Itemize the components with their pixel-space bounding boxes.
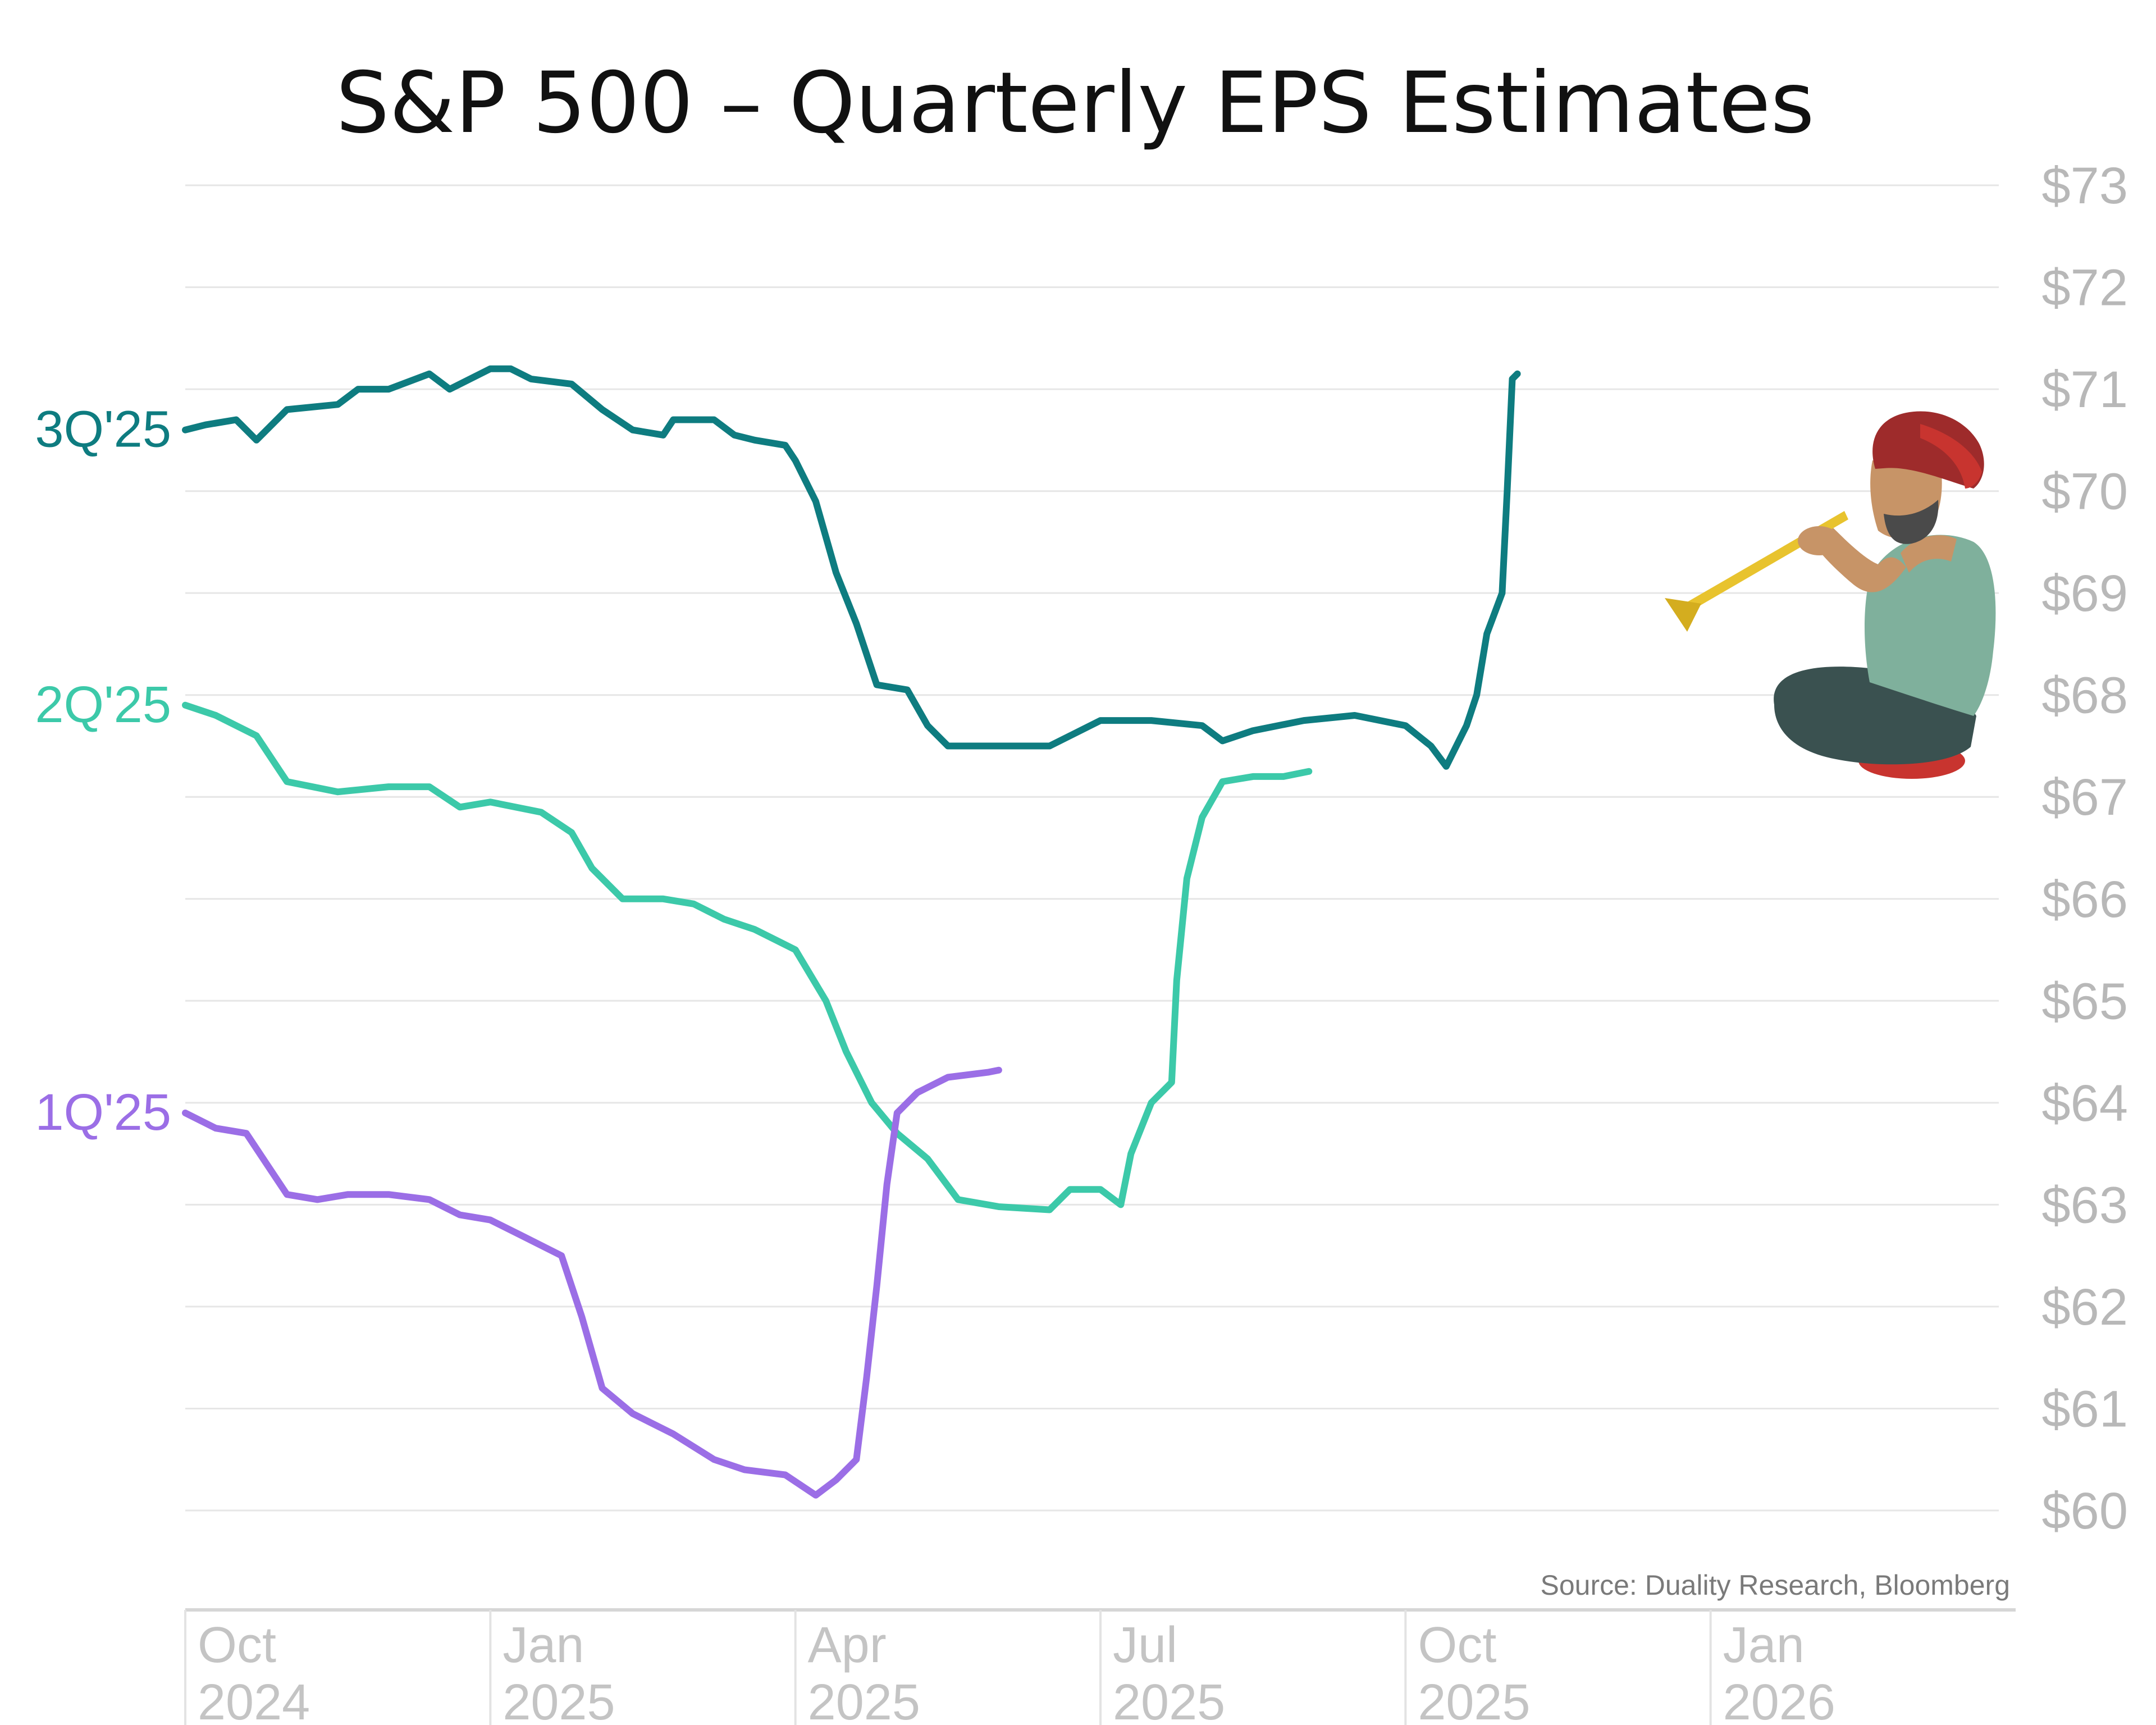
series-label-2: 2Q'25	[35, 676, 171, 733]
y-tick-label: $64	[2042, 1075, 2128, 1132]
x-tick-label-year: 2025	[808, 1674, 920, 1725]
flute-icon	[1684, 511, 1848, 612]
x-tick-label: Jul	[1113, 1617, 1177, 1673]
y-tick-label: $65	[2042, 973, 2128, 1030]
shoulder	[1901, 535, 1957, 573]
y-axis-tick-labels: $60 $61 $62 $63 $64 $65 $66 $67 $68 $69 $70 $71 $72 $…	[2042, 157, 2128, 1540]
flute-player-illustration	[1665, 411, 1996, 779]
y-tick-label: $73	[2042, 157, 2128, 215]
y-tick-label: $72	[2042, 259, 2128, 317]
x-tick-label: Apr	[808, 1617, 887, 1673]
series-line-3	[182, 1066, 1002, 1499]
x-tick-label-year: 2025	[503, 1674, 615, 1725]
series-labels: 3Q'25 2Q'25 1Q'25	[35, 401, 171, 1141]
turban	[1872, 411, 1984, 489]
y-tick-label: $60	[2042, 1482, 2128, 1540]
hand	[1798, 526, 1840, 555]
x-tick-label: Jan	[1723, 1617, 1805, 1673]
x-tick-label-year: 2025	[1113, 1674, 1225, 1725]
turban-band	[1920, 424, 1982, 489]
y-tick-label: $62	[2042, 1279, 2128, 1336]
series-line-2	[182, 701, 1313, 1213]
x-tick-label-year: 2025	[1418, 1674, 1530, 1725]
y-tick-label: $66	[2042, 871, 2128, 928]
chart-title: S&P 500 – Quarterly EPS Estimates	[336, 54, 1814, 152]
series-label-3: 1Q'25	[35, 1084, 171, 1141]
x-tick-label-year: 2026	[1723, 1674, 1835, 1725]
x-tick-label-year: 2024	[198, 1674, 310, 1725]
beard	[1884, 500, 1939, 544]
x-tick-label: Jan	[503, 1617, 584, 1673]
x-axis-ticks: Oct2024Jan2025Apr2025Jul2025Oct2025Jan20…	[184, 1610, 1835, 1725]
y-tick-label: $63	[2042, 1176, 2128, 1234]
y-tick-label: $68	[2042, 667, 2128, 724]
series-label-1: 3Q'25	[35, 401, 171, 458]
source-note: Source: Duality Research, Bloomberg	[1541, 1569, 2011, 1601]
x-tick-label: Oct	[198, 1617, 276, 1673]
x-axis: Oct2024Jan2025Apr2025Jul2025Oct2025Jan20…	[184, 1608, 2016, 1725]
y-tick-label: $71	[2042, 361, 2128, 418]
gridlines	[185, 184, 1999, 1512]
x-tick-label: Oct	[1418, 1617, 1496, 1673]
y-tick-label: $67	[2042, 769, 2128, 826]
flute-bell	[1665, 598, 1701, 632]
y-tick-label: $70	[2042, 463, 2128, 521]
series-line-1	[182, 365, 1521, 770]
y-tick-label: $69	[2042, 565, 2128, 622]
torso-shirt	[1865, 535, 1996, 716]
y-tick-label: $61	[2042, 1380, 2128, 1438]
series-lines	[182, 365, 1521, 1499]
